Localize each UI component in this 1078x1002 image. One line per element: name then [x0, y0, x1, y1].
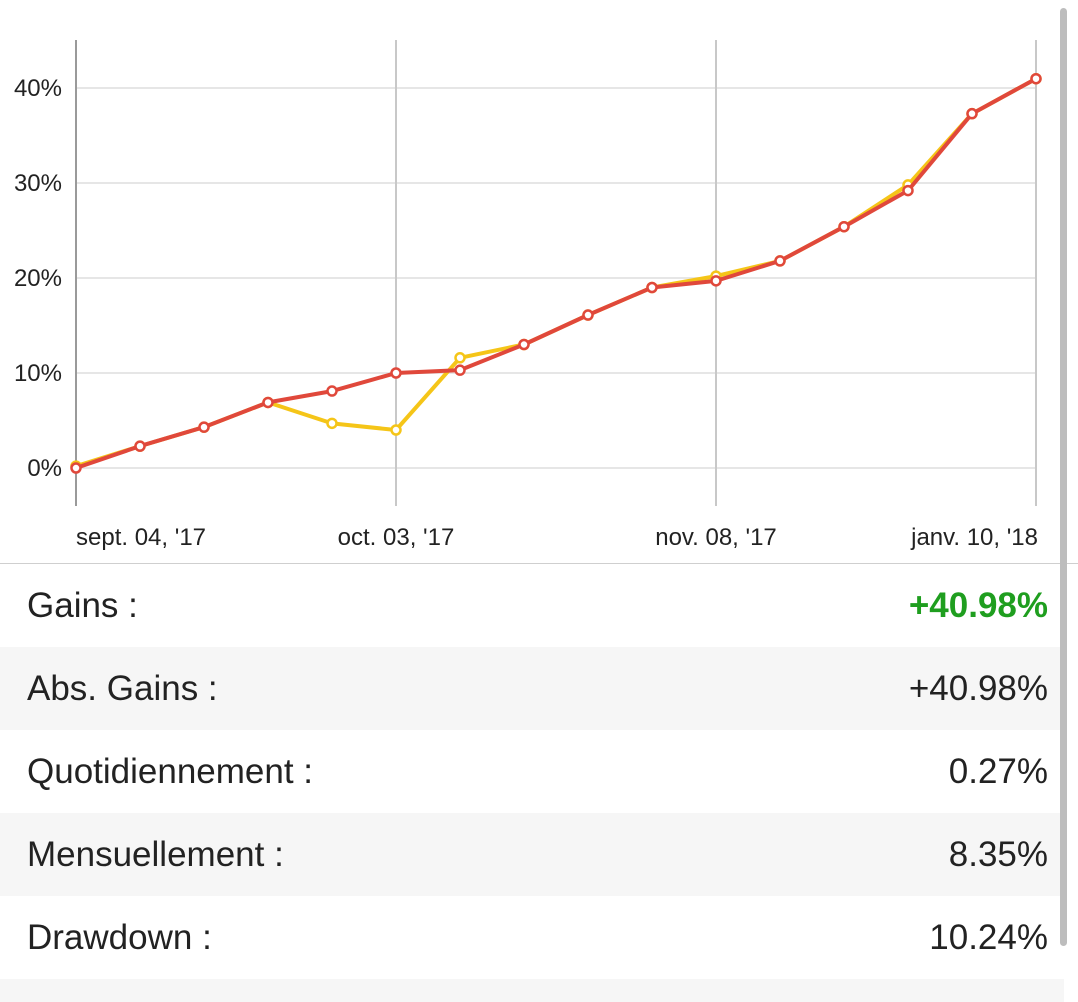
stat-row-daily: Quotidiennement : 0.27%	[0, 730, 1064, 813]
y-tick-label: 0%	[27, 455, 62, 482]
daily-value: 0.27%	[948, 751, 1048, 791]
series-point[interactable]	[838, 220, 850, 233]
series-point[interactable]	[902, 184, 914, 197]
gains-label: Gains :	[27, 585, 138, 625]
daily-label: Quotidiennement :	[27, 751, 314, 791]
stat-row-abs-gains: Abs. Gains : +40.98%	[0, 647, 1064, 730]
y-tick-label: 20%	[14, 265, 62, 292]
series-0	[70, 72, 1042, 472]
abs-gains-value: +40.98%	[908, 668, 1048, 708]
y-tick-label: 30%	[14, 170, 62, 197]
y-axis-ticks: 40% 30% 20% 10% 0%	[14, 75, 62, 482]
x-tick-label: sept. 04, '17	[76, 524, 206, 551]
series-point[interactable]	[454, 364, 466, 376]
monthly-value: 8.35%	[948, 834, 1048, 874]
series-point[interactable]	[326, 417, 338, 430]
next-row-strip	[0, 979, 1064, 1002]
growth-chart[interactable]: 40% 30% 20% 10% 0% sept. 04, '17 oct. 03, '17…	[0, 0, 1078, 562]
series-line	[74, 76, 1038, 469]
drawdown-label: Drawdown :	[27, 917, 212, 957]
x-tick-label: nov. 08, '17	[655, 524, 777, 551]
series-point[interactable]	[646, 281, 658, 294]
drawdown-value: 10.24%	[929, 917, 1048, 957]
series-point[interactable]	[198, 421, 210, 433]
stat-row-gains: Gains : +40.98%	[0, 564, 1064, 647]
series-lines	[70, 72, 1042, 474]
series-line	[74, 76, 1038, 470]
abs-gains-label: Abs. Gains :	[27, 668, 218, 708]
series-point[interactable]	[582, 309, 594, 321]
x-tick-label: oct. 03, '17	[338, 524, 455, 551]
series-point[interactable]	[774, 255, 786, 267]
y-tick-label: 40%	[14, 75, 62, 102]
stat-row-monthly: Mensuellement : 8.35%	[0, 813, 1064, 896]
series-point[interactable]	[390, 424, 402, 436]
series-1	[70, 72, 1042, 474]
gains-value: +40.98%	[908, 585, 1048, 625]
chart-divider	[0, 563, 1078, 564]
x-axis-ticks: sept. 04, '17 oct. 03, '17 nov. 08, '17 jan…	[76, 524, 1038, 551]
series-point[interactable]	[1030, 72, 1042, 85]
series-point[interactable]	[262, 396, 274, 409]
monthly-label: Mensuellement :	[27, 834, 284, 874]
series-point[interactable]	[710, 275, 722, 287]
series-point[interactable]	[518, 338, 530, 351]
series-point[interactable]	[390, 367, 402, 379]
grid-lines	[75, 40, 1037, 506]
series-point[interactable]	[134, 440, 146, 452]
series-point[interactable]	[966, 107, 978, 120]
y-tick-label: 10%	[14, 360, 62, 387]
x-tick-label: janv. 10, '18	[910, 524, 1038, 551]
series-point[interactable]	[70, 462, 82, 474]
series-point[interactable]	[454, 352, 466, 364]
stat-row-drawdown: Drawdown : 10.24%	[0, 896, 1064, 979]
series-point[interactable]	[326, 385, 338, 397]
scrollbar[interactable]	[1060, 8, 1067, 946]
stats-list: Gains : +40.98% Abs. Gains : +40.98% Quo…	[0, 564, 1064, 979]
